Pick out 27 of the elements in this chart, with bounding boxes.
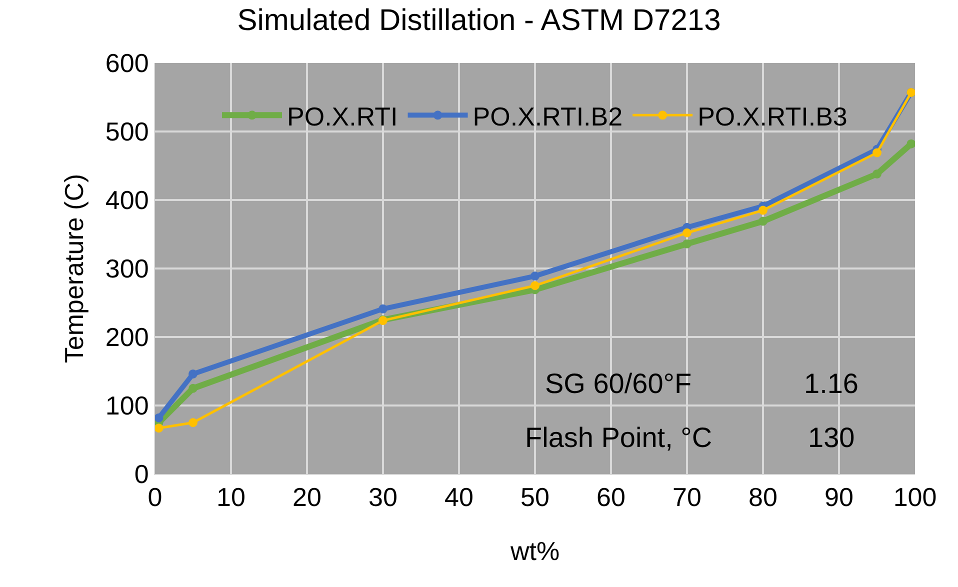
x-tick-label: 50: [520, 482, 550, 512]
legend-label: PO.X.RTI.B2: [472, 101, 623, 132]
annotation: Flash Point, °C: [525, 422, 712, 453]
legend-label: PO.X.RTI.B3: [698, 101, 848, 132]
legend-label: PO.X.RTI: [287, 101, 398, 132]
annotation: 1.16: [804, 368, 858, 399]
x-tick-label: 10: [216, 482, 246, 512]
y-tick-label: 600: [105, 48, 149, 78]
x-tick-label: 90: [824, 482, 854, 512]
y-tick-label: 500: [105, 116, 149, 147]
x-tick-label: 100: [893, 482, 937, 512]
x-tick-label: 30: [368, 482, 398, 512]
chart-title: Simulated Distillation - ASTM D7213: [237, 4, 721, 37]
y-tick-label: 400: [105, 185, 149, 216]
x-tick-label: 40: [444, 482, 474, 512]
x-axis-title: wt%: [509, 536, 560, 566]
y-tick-label: 100: [105, 390, 149, 421]
annotation: SG 60/60°F: [545, 368, 692, 399]
x-tick-label: 70: [672, 482, 702, 512]
y-tick-label: 200: [105, 322, 149, 352]
y-axis-title: Temperature (C): [58, 174, 89, 364]
y-tick-label: 300: [105, 254, 149, 284]
x-tick-label: 60: [596, 482, 626, 512]
y-tick-label: 0: [134, 459, 149, 490]
x-tick-label: 20: [292, 482, 322, 512]
x-tick-label: 80: [748, 482, 778, 512]
annotation: 130: [808, 422, 855, 453]
